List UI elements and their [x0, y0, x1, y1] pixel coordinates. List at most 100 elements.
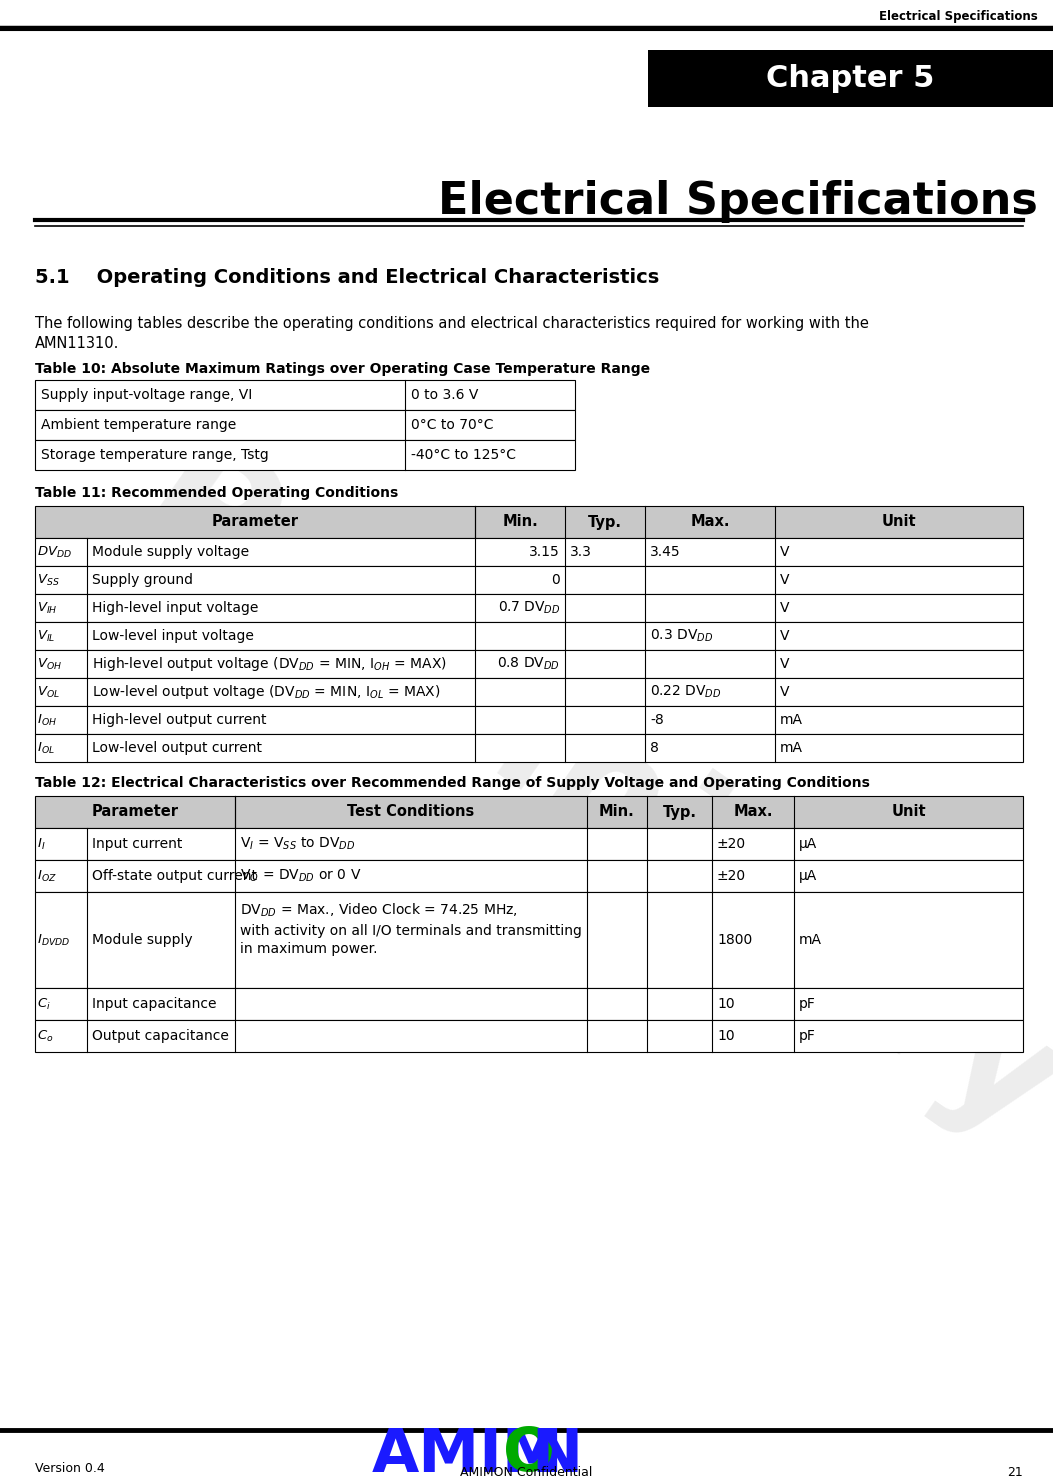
- Bar: [35, 650, 1024, 678]
- Text: 3.15: 3.15: [530, 544, 560, 559]
- Bar: [35, 506, 1024, 538]
- Bar: [35, 538, 1024, 567]
- Text: Preliminary: Preliminary: [108, 421, 1053, 1178]
- Text: 3.3: 3.3: [570, 544, 592, 559]
- Text: 5.1    Operating Conditions and Electrical Characteristics: 5.1 Operating Conditions and Electrical …: [35, 268, 659, 288]
- Text: C$_i$: C$_i$: [37, 997, 51, 1011]
- Bar: [648, 50, 1053, 107]
- Text: Ambient temperature range: Ambient temperature range: [41, 418, 236, 432]
- Bar: [35, 1020, 1024, 1051]
- Text: Parameter: Parameter: [212, 515, 298, 529]
- Text: Chapter 5: Chapter 5: [767, 64, 935, 93]
- Bar: [35, 891, 1024, 988]
- Text: ±20: ±20: [717, 836, 747, 851]
- Text: V: V: [780, 657, 790, 670]
- Text: Version 0.4: Version 0.4: [35, 1462, 104, 1474]
- Text: Max.: Max.: [691, 515, 730, 529]
- Bar: [35, 706, 1024, 734]
- Text: Typ.: Typ.: [662, 804, 696, 820]
- Text: N: N: [532, 1425, 582, 1483]
- Bar: [35, 678, 1024, 706]
- Text: 0°C to 70°C: 0°C to 70°C: [411, 418, 494, 432]
- Text: Min.: Min.: [599, 804, 635, 820]
- Text: Typ.: Typ.: [588, 515, 622, 529]
- Text: O: O: [502, 1425, 555, 1483]
- Text: 10: 10: [717, 1029, 735, 1043]
- Text: I$_{OL}$: I$_{OL}$: [37, 740, 55, 755]
- Text: pF: pF: [799, 1029, 816, 1043]
- Text: 0.22 DV$_{DD}$: 0.22 DV$_{DD}$: [650, 684, 721, 700]
- Text: Min.: Min.: [502, 515, 538, 529]
- Text: AMIMON Confidential: AMIMON Confidential: [460, 1465, 593, 1479]
- Text: Input current: Input current: [92, 836, 182, 851]
- Text: I$_I$: I$_I$: [37, 836, 45, 851]
- Text: Storage temperature range, Tstg: Storage temperature range, Tstg: [41, 448, 269, 463]
- Text: Table 11: Recommended Operating Conditions: Table 11: Recommended Operating Conditio…: [35, 486, 398, 500]
- Text: -8: -8: [650, 713, 663, 727]
- Bar: [35, 988, 1024, 1020]
- Text: AMN11310.: AMN11310.: [35, 337, 119, 351]
- Text: V: V: [780, 601, 790, 615]
- Text: Electrical Specifications: Electrical Specifications: [438, 179, 1038, 222]
- Text: V: V: [780, 572, 790, 587]
- Text: High-level input voltage: High-level input voltage: [92, 601, 258, 615]
- Text: DV$_{DD}$ = Max., Video Clock = 74.25 MHz,
with activity on all I/O terminals an: DV$_{DD}$ = Max., Video Clock = 74.25 MH…: [240, 902, 582, 957]
- Text: mA: mA: [780, 713, 803, 727]
- Text: 8: 8: [650, 742, 659, 755]
- Text: V: V: [780, 629, 790, 644]
- Text: 0: 0: [552, 572, 560, 587]
- Text: ±20: ±20: [717, 869, 747, 882]
- Text: V$_{IH}$: V$_{IH}$: [37, 601, 58, 615]
- Text: Test Conditions: Test Conditions: [347, 804, 475, 820]
- Text: V$_{SS}$: V$_{SS}$: [37, 572, 60, 587]
- Text: The following tables describe the operating conditions and electrical characteri: The following tables describe the operat…: [35, 316, 869, 331]
- Text: Table 10: Absolute Maximum Ratings over Operating Case Temperature Range: Table 10: Absolute Maximum Ratings over …: [35, 362, 650, 377]
- Text: V$_{IL}$: V$_{IL}$: [37, 629, 56, 644]
- Text: Max.: Max.: [733, 804, 773, 820]
- Text: 0 to 3.6 V: 0 to 3.6 V: [411, 389, 478, 402]
- Bar: [35, 409, 575, 440]
- Text: Electrical Specifications: Electrical Specifications: [879, 10, 1038, 24]
- Text: Unit: Unit: [891, 804, 926, 820]
- Text: Module supply voltage: Module supply voltage: [92, 544, 250, 559]
- Bar: [35, 440, 575, 470]
- Text: V$_I$ = V$_{SS}$ to DV$_{DD}$: V$_I$ = V$_{SS}$ to DV$_{DD}$: [240, 836, 355, 853]
- Text: 1800: 1800: [717, 933, 752, 948]
- Text: V: V: [780, 685, 790, 698]
- Text: Output capacitance: Output capacitance: [92, 1029, 229, 1043]
- Text: V$_O$ = DV$_{DD}$ or 0 V: V$_O$ = DV$_{DD}$ or 0 V: [240, 868, 361, 884]
- Text: Supply input-voltage range, VI: Supply input-voltage range, VI: [41, 389, 253, 402]
- Text: Input capacitance: Input capacitance: [92, 997, 217, 1011]
- Text: mA: mA: [799, 933, 822, 948]
- Text: V$_{OH}$: V$_{OH}$: [37, 657, 62, 672]
- Bar: [35, 828, 1024, 860]
- Bar: [35, 595, 1024, 621]
- Bar: [35, 734, 1024, 762]
- Text: C$_o$: C$_o$: [37, 1028, 54, 1044]
- Text: High-level output voltage (DV$_{DD}$ = MIN, I$_{OH}$ = MAX): High-level output voltage (DV$_{DD}$ = M…: [92, 655, 446, 673]
- Text: Low-level input voltage: Low-level input voltage: [92, 629, 254, 644]
- Bar: [35, 380, 575, 409]
- Text: V$_{OL}$: V$_{OL}$: [37, 685, 60, 700]
- Text: Table 12: Electrical Characteristics over Recommended Range of Supply Voltage an: Table 12: Electrical Characteristics ove…: [35, 776, 870, 790]
- Text: µA: µA: [799, 869, 817, 882]
- Text: I$_{DVDD}$: I$_{DVDD}$: [37, 933, 71, 948]
- Text: 3.45: 3.45: [650, 544, 680, 559]
- Text: Off-state output current: Off-state output current: [92, 869, 257, 882]
- Text: Supply ground: Supply ground: [92, 572, 193, 587]
- Bar: [35, 796, 1024, 828]
- Text: Low-level output current: Low-level output current: [92, 742, 262, 755]
- Text: 21: 21: [1008, 1465, 1024, 1479]
- Text: 0.8 DV$_{DD}$: 0.8 DV$_{DD}$: [497, 655, 560, 672]
- Text: High-level output current: High-level output current: [92, 713, 266, 727]
- Text: 0.7 DV$_{DD}$: 0.7 DV$_{DD}$: [498, 599, 560, 617]
- Text: I$_{OH}$: I$_{OH}$: [37, 712, 57, 728]
- Text: -40°C to 125°C: -40°C to 125°C: [411, 448, 516, 463]
- Text: 10: 10: [717, 997, 735, 1011]
- Text: V: V: [780, 544, 790, 559]
- Bar: [35, 860, 1024, 891]
- Text: Unit: Unit: [881, 515, 916, 529]
- Bar: [35, 621, 1024, 650]
- Text: pF: pF: [799, 997, 816, 1011]
- Bar: [35, 567, 1024, 595]
